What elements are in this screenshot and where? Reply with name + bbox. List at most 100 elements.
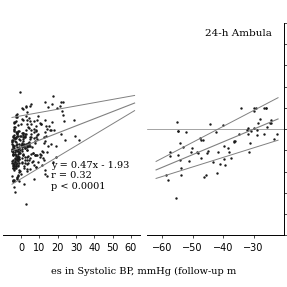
Point: [201, 175, 206, 179]
Point: [13, 135, 17, 140]
Point: [24, 103, 28, 108]
Point: [251, 126, 256, 131]
Point: [25, 148, 29, 152]
Point: [11, 164, 16, 169]
Point: [54, 143, 58, 148]
Point: [26, 140, 30, 145]
Point: [22, 144, 27, 148]
Point: [223, 163, 227, 167]
Point: [34, 128, 38, 132]
Point: [31, 135, 36, 140]
Point: [16, 170, 21, 174]
Point: [24, 118, 29, 123]
Point: [23, 146, 28, 151]
Point: [232, 139, 236, 144]
Point: [255, 132, 259, 137]
Point: [29, 102, 34, 106]
Point: [189, 150, 193, 154]
Point: [20, 130, 25, 135]
Point: [28, 135, 32, 139]
Point: [11, 125, 16, 129]
Point: [25, 148, 30, 152]
Point: [167, 150, 172, 154]
Point: [21, 137, 25, 141]
Text: y = 0.47x - 1.93
r = 0.32
p < 0.0001: y = 0.47x - 1.93 r = 0.32 p < 0.0001: [51, 161, 129, 191]
Point: [275, 132, 279, 136]
Point: [15, 142, 19, 147]
Point: [32, 153, 37, 157]
Point: [14, 113, 18, 117]
Point: [15, 172, 20, 177]
Point: [18, 171, 23, 176]
Point: [25, 144, 30, 148]
Point: [25, 162, 30, 167]
Point: [21, 182, 26, 186]
Point: [35, 117, 39, 122]
Point: [21, 144, 25, 148]
Point: [39, 149, 44, 154]
Point: [168, 154, 172, 159]
Point: [237, 132, 242, 137]
Point: [16, 129, 21, 134]
Point: [43, 168, 48, 172]
Point: [31, 130, 36, 135]
Point: [40, 156, 45, 160]
Point: [18, 138, 22, 143]
Point: [267, 121, 272, 125]
Point: [10, 174, 14, 178]
Point: [36, 132, 40, 137]
Point: [22, 135, 27, 139]
Point: [11, 163, 15, 168]
Point: [13, 135, 18, 139]
Point: [42, 134, 46, 139]
Point: [14, 119, 19, 123]
Point: [48, 128, 53, 132]
Point: [21, 153, 26, 157]
Point: [10, 148, 15, 152]
Point: [16, 150, 21, 155]
Point: [10, 160, 15, 165]
Point: [27, 158, 32, 162]
Point: [26, 125, 31, 129]
Point: [14, 163, 18, 168]
Point: [11, 179, 16, 184]
Point: [16, 163, 20, 167]
Point: [52, 128, 56, 133]
Point: [31, 151, 35, 156]
Point: [181, 145, 185, 149]
Point: [35, 133, 39, 137]
Point: [28, 144, 32, 148]
Point: [16, 155, 21, 159]
Point: [265, 125, 269, 130]
Point: [12, 185, 17, 189]
Point: [18, 134, 22, 139]
Point: [10, 152, 15, 157]
Point: [42, 158, 46, 162]
Point: [21, 133, 25, 137]
Point: [15, 176, 20, 180]
Point: [15, 156, 20, 160]
Point: [15, 158, 19, 162]
Point: [13, 159, 17, 164]
Point: [16, 160, 21, 165]
Point: [18, 89, 22, 94]
Point: [24, 202, 28, 207]
Point: [11, 135, 16, 140]
Point: [34, 135, 38, 139]
Point: [31, 119, 36, 124]
Point: [20, 105, 24, 110]
Point: [11, 146, 16, 150]
Point: [10, 149, 15, 154]
Point: [11, 143, 16, 148]
Point: [10, 141, 14, 146]
Point: [178, 141, 182, 146]
Point: [189, 146, 194, 151]
Point: [18, 148, 22, 152]
Point: [11, 179, 16, 183]
Point: [24, 155, 29, 160]
Point: [34, 164, 38, 169]
Point: [77, 138, 82, 142]
Point: [187, 159, 191, 164]
Point: [24, 104, 28, 109]
Point: [256, 121, 261, 125]
